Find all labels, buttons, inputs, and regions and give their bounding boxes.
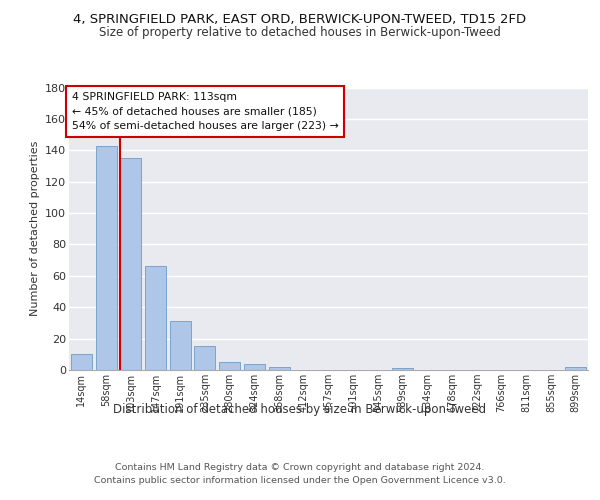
Bar bbox=[269, 367, 290, 370]
Text: Contains public sector information licensed under the Open Government Licence v3: Contains public sector information licen… bbox=[94, 476, 506, 485]
Bar bbox=[71, 354, 92, 370]
Text: 4, SPRINGFIELD PARK, EAST ORD, BERWICK-UPON-TWEED, TD15 2FD: 4, SPRINGFIELD PARK, EAST ORD, BERWICK-U… bbox=[73, 12, 527, 26]
Text: Distribution of detached houses by size in Berwick-upon-Tweed: Distribution of detached houses by size … bbox=[113, 402, 487, 415]
Bar bbox=[219, 362, 240, 370]
Bar bbox=[145, 266, 166, 370]
Text: Contains HM Land Registry data © Crown copyright and database right 2024.: Contains HM Land Registry data © Crown c… bbox=[115, 462, 485, 471]
Bar bbox=[120, 158, 141, 370]
Bar bbox=[95, 146, 116, 370]
Y-axis label: Number of detached properties: Number of detached properties bbox=[29, 141, 40, 316]
Bar bbox=[565, 367, 586, 370]
Text: 4 SPRINGFIELD PARK: 113sqm
← 45% of detached houses are smaller (185)
54% of sem: 4 SPRINGFIELD PARK: 113sqm ← 45% of deta… bbox=[71, 92, 338, 132]
Bar bbox=[392, 368, 413, 370]
Bar bbox=[170, 322, 191, 370]
Bar bbox=[244, 364, 265, 370]
Text: Size of property relative to detached houses in Berwick-upon-Tweed: Size of property relative to detached ho… bbox=[99, 26, 501, 39]
Bar bbox=[194, 346, 215, 370]
